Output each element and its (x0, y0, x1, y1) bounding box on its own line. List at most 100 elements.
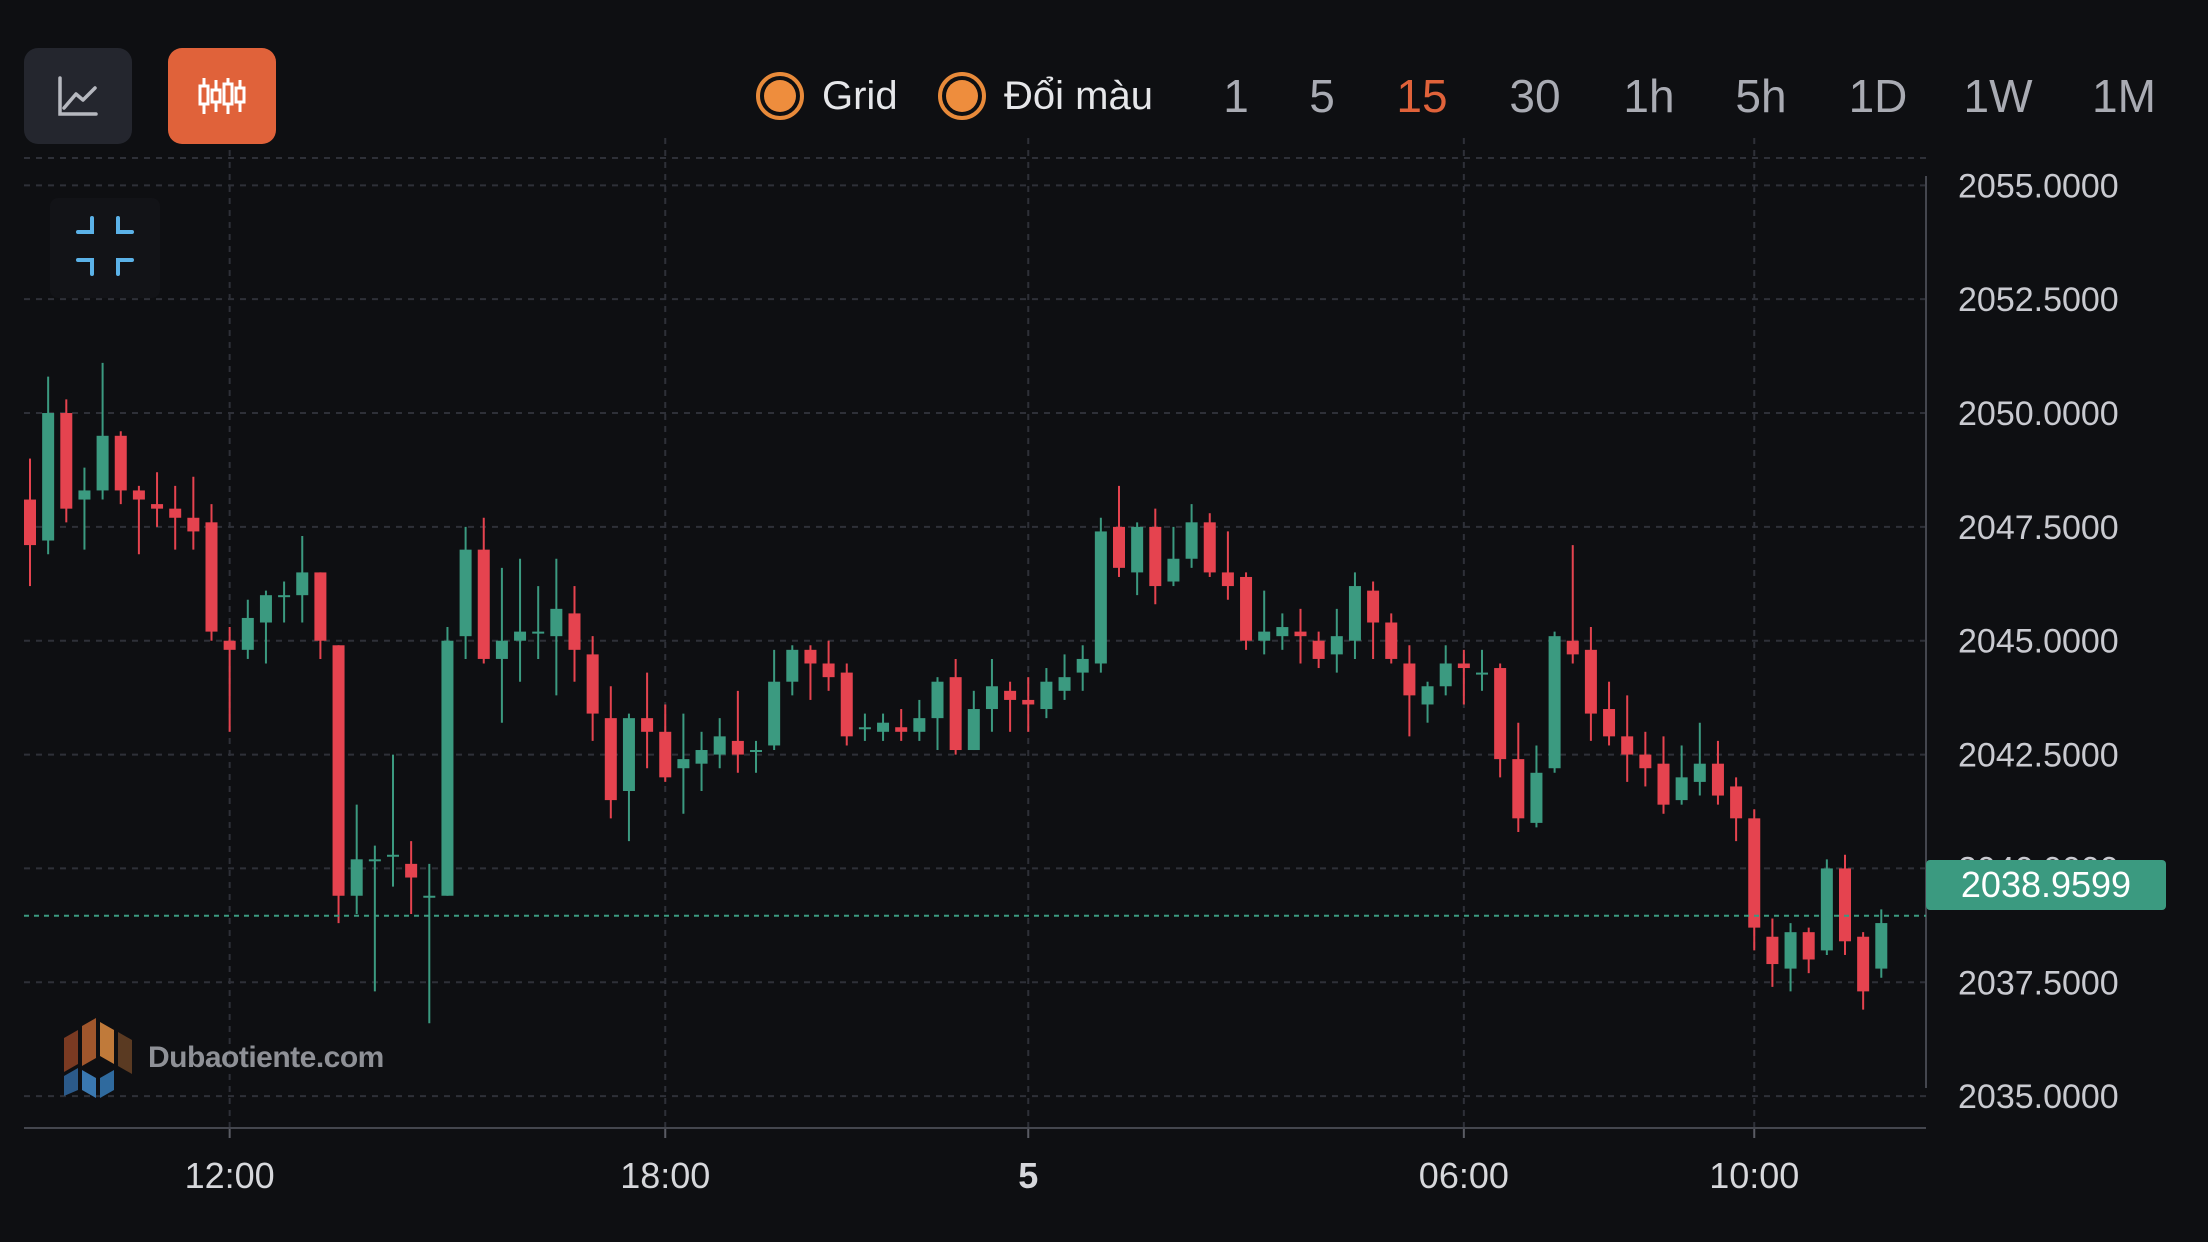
candle (1711, 740, 1724, 805)
candle (350, 804, 363, 914)
candle (1385, 613, 1398, 664)
color-swap-radio[interactable] (938, 72, 986, 120)
candle (1621, 695, 1634, 782)
x-tick-label: 18:00 (620, 1155, 710, 1196)
candle (532, 586, 545, 659)
candle (278, 581, 291, 623)
candle (604, 686, 617, 819)
candle (1076, 645, 1089, 691)
candle (42, 376, 55, 555)
candle-body (949, 677, 962, 751)
candle-body (1058, 677, 1071, 691)
x-tick-label: 06:00 (1419, 1155, 1509, 1196)
grid-radio[interactable] (756, 72, 804, 120)
candle-body (1367, 590, 1380, 623)
candle-body (1548, 636, 1561, 769)
x-tick-label: 5 (1018, 1155, 1038, 1196)
candle-body (151, 504, 164, 509)
candle-body (604, 718, 617, 801)
candle (332, 645, 345, 924)
grid-toggle[interactable]: Grid (756, 64, 898, 128)
candle-body (913, 718, 926, 732)
timeframe-1m[interactable]: 1M (2092, 70, 2156, 122)
candle (1258, 590, 1271, 655)
candle (1693, 722, 1706, 796)
collapse-icon (76, 216, 134, 276)
timeframe-15[interactable]: 15 (1396, 70, 1448, 122)
y-tick-label: 2052.5000 (1958, 281, 2119, 319)
dubaotiente-logo-icon (64, 1018, 132, 1098)
y-tick-label: 2045.0000 (1958, 623, 2119, 661)
candle (60, 399, 73, 523)
candle-body (768, 681, 781, 746)
candle-body (1149, 526, 1162, 587)
candle (1820, 859, 1833, 955)
timeframe-5h[interactable]: 5h (1735, 70, 1787, 122)
candle-body (387, 854, 399, 857)
candle (586, 636, 599, 741)
candle-body (1857, 936, 1870, 992)
candle-body (622, 718, 635, 792)
candle-body (1330, 636, 1343, 655)
line-chart-button[interactable] (24, 48, 132, 144)
candle-body (1820, 868, 1833, 951)
candle (1113, 485, 1125, 577)
candle-body (1294, 631, 1307, 637)
candle-body (332, 645, 345, 896)
candle (1330, 608, 1343, 673)
candle (659, 704, 672, 782)
chart-toolbar: Grid Đổi màu 1 5 15 30 1h 5h 1D 1W 1M (0, 0, 2208, 150)
candle (1004, 681, 1017, 732)
candle (1802, 927, 1815, 974)
candle (387, 754, 399, 887)
candle (132, 485, 145, 555)
candle-body (514, 631, 527, 641)
candle (931, 677, 944, 751)
candle (1203, 513, 1216, 577)
candle (1839, 854, 1851, 955)
candle-body (1421, 686, 1434, 705)
candle-body (132, 490, 145, 500)
candle-body (423, 895, 436, 898)
candle (405, 841, 418, 914)
timeframe-1d[interactable]: 1D (1848, 70, 1908, 122)
candle-body (1494, 668, 1507, 760)
candle (1421, 681, 1434, 723)
candle (913, 699, 926, 741)
candle (1221, 531, 1234, 600)
candle (840, 663, 853, 746)
candle (514, 558, 527, 682)
candle (114, 431, 127, 505)
collapse-button[interactable] (50, 198, 160, 298)
candle (1476, 649, 1488, 691)
candle (495, 567, 508, 723)
candle-body (187, 517, 200, 532)
candle-body (1167, 558, 1180, 582)
color-swap-toggle-label: Đổi màu (1004, 73, 1153, 118)
candle-body (1385, 622, 1398, 659)
timeframe-5[interactable]: 5 (1309, 70, 1335, 122)
candle-body (1730, 786, 1743, 819)
candle-body (1784, 932, 1797, 969)
candlestick-icon (198, 78, 246, 114)
candle (1857, 932, 1870, 1010)
candle-body (78, 490, 91, 500)
timeframe-1[interactable]: 1 (1223, 70, 1249, 122)
timeframe-30[interactable]: 30 (1509, 70, 1561, 122)
candle (477, 517, 490, 664)
candle-body (895, 727, 908, 732)
candle (296, 535, 309, 623)
timeframe-1h[interactable]: 1h (1623, 70, 1675, 122)
candle-body (731, 740, 744, 755)
candlestick-button[interactable] (168, 48, 276, 144)
candle (1875, 909, 1888, 978)
candle-body (241, 617, 254, 650)
candle (1022, 677, 1035, 732)
timeframe-1w[interactable]: 1W (1963, 70, 2033, 122)
candle (187, 476, 200, 550)
candle (967, 690, 980, 751)
color-swap-toggle[interactable]: Đổi màu (938, 64, 1153, 128)
candle-body (441, 640, 454, 896)
candle (858, 713, 871, 741)
